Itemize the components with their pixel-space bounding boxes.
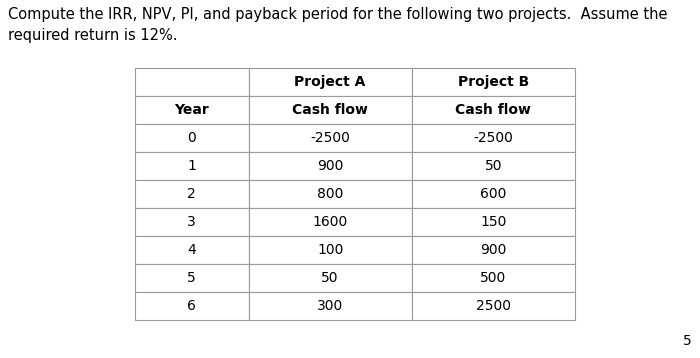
Bar	[248, 208, 412, 236]
Bar	[412, 180, 575, 208]
Text: 900: 900	[317, 159, 343, 173]
Bar	[412, 68, 575, 96]
Text: 150: 150	[480, 215, 507, 229]
Bar	[135, 264, 248, 292]
Text: Project B: Project B	[458, 75, 529, 89]
Text: 800: 800	[317, 187, 343, 201]
Text: Cash flow: Cash flow	[292, 103, 368, 117]
Bar	[412, 264, 575, 292]
Text: 1600: 1600	[312, 215, 348, 229]
Bar	[248, 292, 412, 320]
Text: 6: 6	[188, 299, 196, 313]
Text: 500: 500	[480, 271, 507, 285]
Text: 100: 100	[317, 243, 343, 257]
Text: 5: 5	[683, 334, 692, 348]
Text: 600: 600	[480, 187, 507, 201]
Bar	[248, 264, 412, 292]
Bar	[135, 180, 248, 208]
Bar	[412, 96, 575, 124]
Bar	[412, 124, 575, 152]
Bar	[248, 152, 412, 180]
Text: 2500: 2500	[476, 299, 511, 313]
Text: 4: 4	[188, 243, 196, 257]
Bar	[248, 236, 412, 264]
Bar	[248, 96, 412, 124]
Text: -2500: -2500	[473, 131, 513, 145]
Bar	[135, 292, 248, 320]
Text: 0: 0	[188, 131, 196, 145]
Text: Cash flow: Cash flow	[456, 103, 531, 117]
Text: 1: 1	[188, 159, 196, 173]
Text: 50: 50	[321, 271, 339, 285]
Bar	[135, 124, 248, 152]
Bar	[248, 68, 412, 96]
Text: 3: 3	[188, 215, 196, 229]
Bar	[412, 236, 575, 264]
Text: 2: 2	[188, 187, 196, 201]
Bar	[135, 152, 248, 180]
Bar	[135, 236, 248, 264]
Bar	[135, 68, 248, 96]
Bar	[248, 180, 412, 208]
Text: Year: Year	[174, 103, 209, 117]
Text: -2500: -2500	[310, 131, 350, 145]
Bar	[412, 208, 575, 236]
Bar	[135, 208, 248, 236]
Text: 50: 50	[484, 159, 502, 173]
Text: Project A: Project A	[295, 75, 366, 89]
Text: Compute the IRR, NPV, PI, and payback period for the following two projects.  As: Compute the IRR, NPV, PI, and payback pe…	[8, 7, 668, 43]
Bar	[248, 124, 412, 152]
Bar	[412, 152, 575, 180]
Bar	[135, 96, 248, 124]
Bar	[412, 292, 575, 320]
Text: 900: 900	[480, 243, 507, 257]
Text: 5: 5	[188, 271, 196, 285]
Text: 300: 300	[317, 299, 343, 313]
